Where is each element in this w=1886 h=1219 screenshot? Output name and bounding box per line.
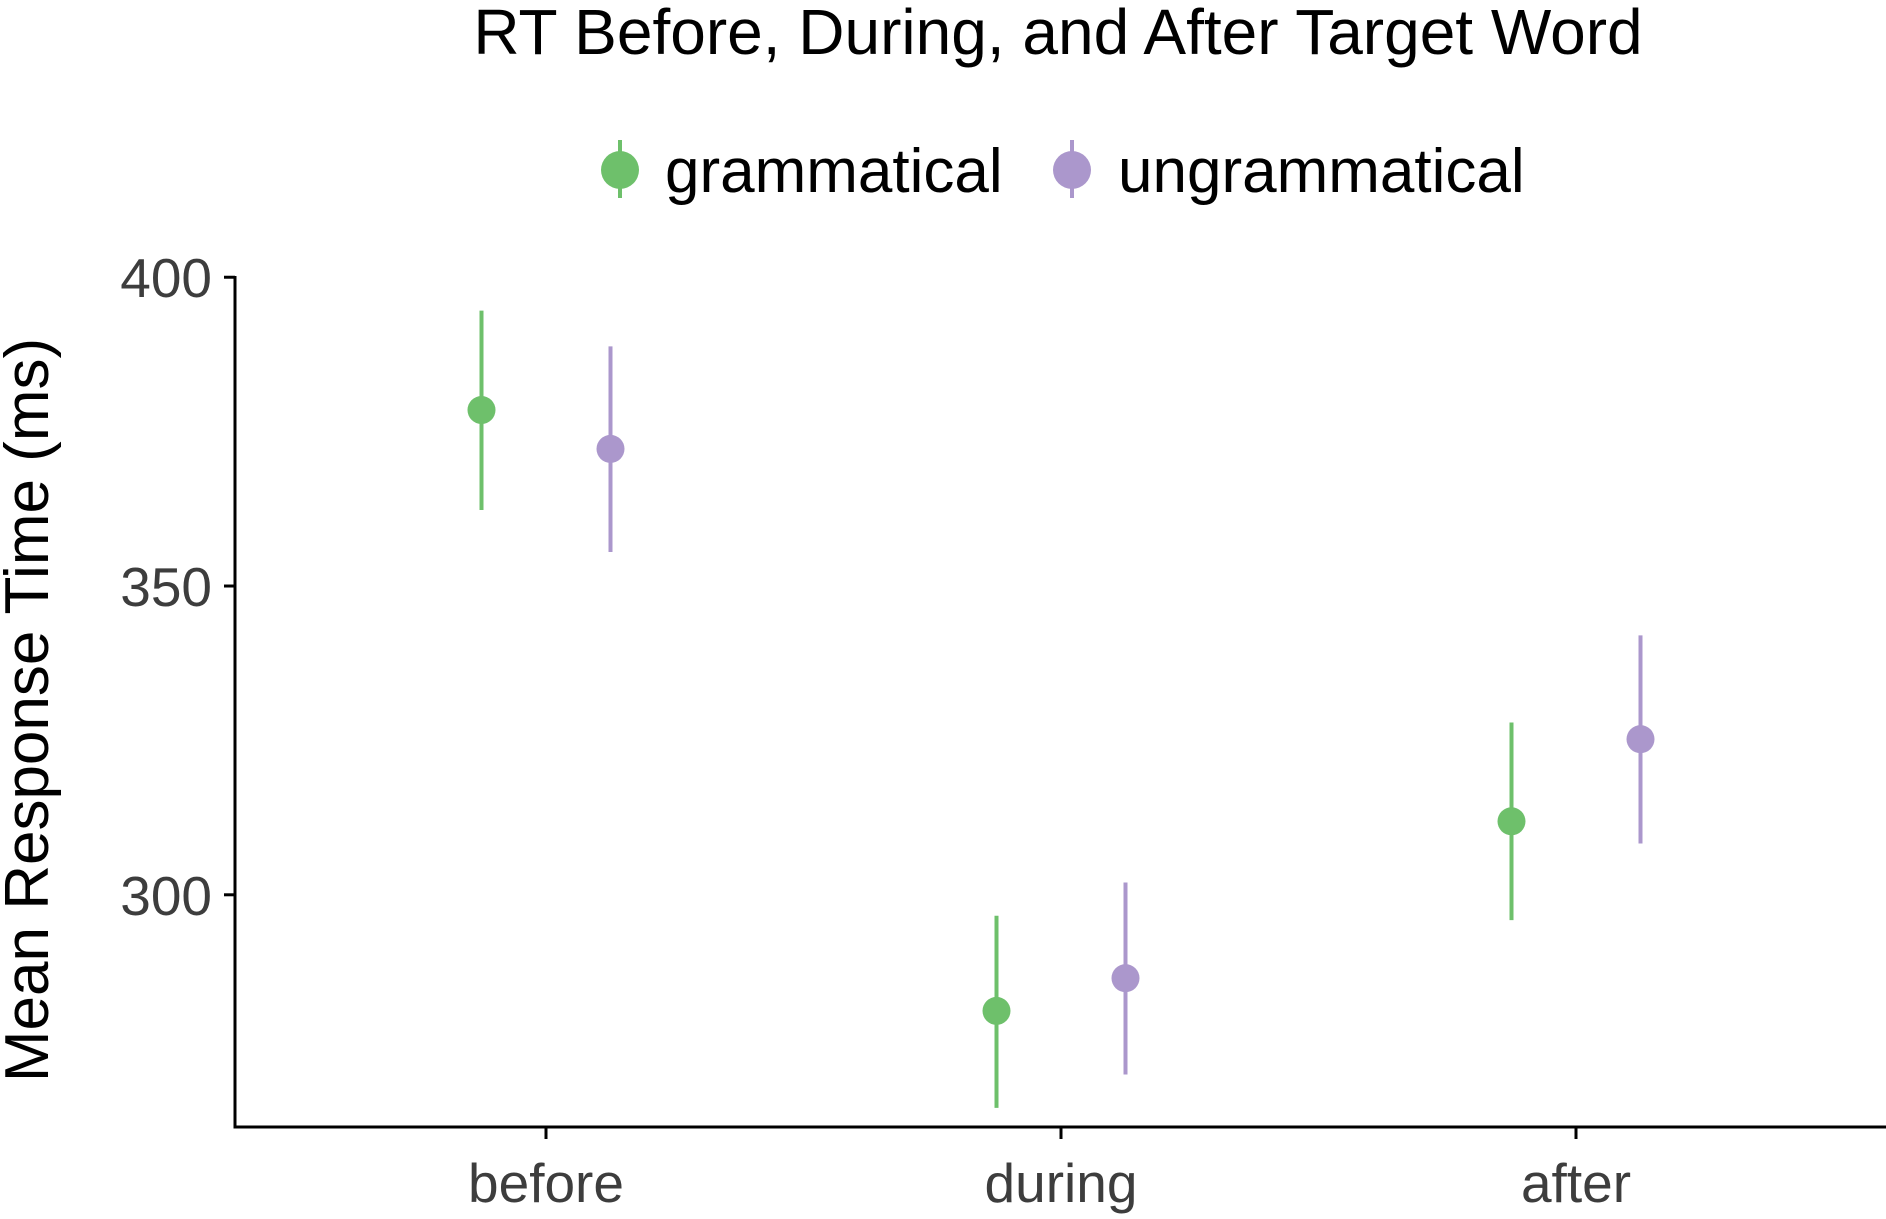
point-ungrammatical-before — [596, 434, 625, 463]
x-tick-label: before — [468, 1152, 624, 1214]
legend: grammatical ungrammatical — [601, 137, 1525, 206]
y-tick-label: 300 — [120, 865, 212, 927]
y-tick-label: 400 — [120, 247, 212, 309]
point-grammatical-before — [467, 396, 496, 425]
point-ungrammatical-during — [1111, 964, 1140, 993]
legend-label-ungrammatical: ungrammatical — [1118, 137, 1525, 206]
point-grammatical-after — [1497, 807, 1526, 836]
y-axis-title: Mean Response Time (ms) — [0, 338, 62, 1082]
x-ticks: before during after — [468, 1127, 1631, 1214]
point-grammatical-during — [982, 996, 1011, 1025]
legend-key-ungrammatical-point — [1053, 151, 1091, 189]
y-tick-label: 350 — [120, 556, 212, 618]
point-ungrammatical-after — [1626, 725, 1655, 754]
legend-key-grammatical-point — [601, 151, 639, 189]
data-marks — [467, 310, 1655, 1108]
legend-item-grammatical: grammatical — [601, 137, 1003, 206]
legend-label-grammatical: grammatical — [665, 137, 1003, 206]
chart-title: RT Before, During, and After Target Word — [473, 0, 1642, 68]
x-tick-label: during — [985, 1152, 1138, 1214]
legend-item-ungrammatical: ungrammatical — [1053, 137, 1525, 206]
y-ticks: 300 350 400 — [120, 247, 235, 927]
x-tick-label: after — [1521, 1152, 1631, 1214]
